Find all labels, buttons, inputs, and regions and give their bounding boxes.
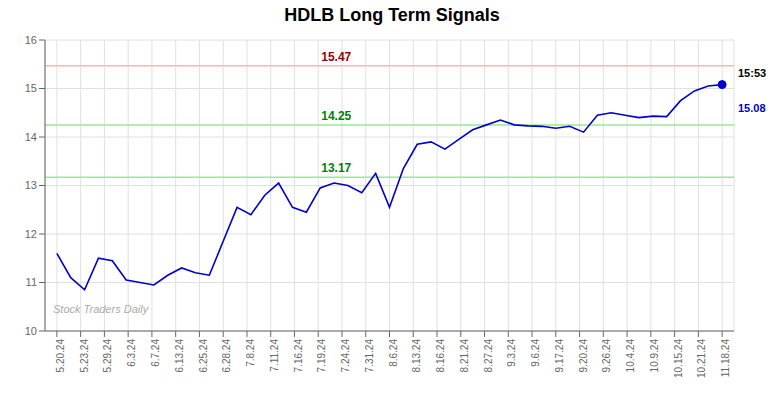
svg-text:15.47: 15.47: [321, 50, 351, 64]
svg-text:10.9.24: 10.9.24: [649, 339, 660, 373]
svg-text:10.15.24: 10.15.24: [673, 339, 684, 378]
svg-text:6.25.24: 6.25.24: [198, 339, 209, 373]
svg-text:9.20.24: 9.20.24: [578, 339, 589, 373]
svg-text:9.17.24: 9.17.24: [554, 339, 565, 373]
svg-text:12: 12: [25, 228, 37, 240]
svg-text:6.28.24: 6.28.24: [221, 339, 232, 373]
svg-text:13.17: 13.17: [321, 161, 351, 175]
svg-text:7.19.24: 7.19.24: [316, 339, 327, 373]
svg-text:16: 16: [25, 34, 37, 46]
svg-text:15: 15: [25, 82, 37, 94]
svg-text:10.21.24: 10.21.24: [696, 339, 707, 378]
svg-text:11.18.24: 11.18.24: [720, 339, 731, 378]
svg-text:10.4.24: 10.4.24: [625, 339, 636, 373]
svg-text:10: 10: [25, 325, 37, 337]
html-text:15:53: 15:53: [738, 66, 767, 79]
svg-text:5.20.24: 5.20.24: [55, 339, 66, 373]
html-text:HDLB Long Term Signals: HDLB Long Term Signals: [284, 5, 500, 25]
html-text:15.08: 15.08: [738, 101, 766, 114]
svg-text:8.6.24: 8.6.24: [388, 339, 399, 367]
svg-text:11: 11: [26, 276, 37, 288]
svg-text:5.29.24: 5.29.24: [102, 339, 113, 373]
svg-text:13: 13: [25, 179, 37, 191]
svg-text:7.31.24: 7.31.24: [364, 339, 375, 373]
svg-text:5.23.24: 5.23.24: [79, 339, 90, 373]
svg-text:8.21.24: 8.21.24: [459, 339, 470, 373]
svg-text:6.7.24: 6.7.24: [150, 339, 161, 367]
svg-text:9.6.24: 9.6.24: [530, 339, 541, 367]
svg-text:7.8.24: 7.8.24: [245, 339, 256, 367]
svg-text:7.11.24: 7.11.24: [269, 339, 280, 372]
svg-text:8.13.24: 8.13.24: [411, 339, 422, 373]
svg-text:7.24.24: 7.24.24: [340, 339, 351, 373]
svg-text:7.16.24: 7.16.24: [293, 339, 304, 373]
svg-text:6.13.24: 6.13.24: [174, 339, 185, 373]
svg-text:6.3.24: 6.3.24: [126, 339, 137, 367]
svg-text:9.3.24: 9.3.24: [506, 339, 517, 367]
svg-text:14: 14: [25, 131, 37, 143]
svg-text:14.25: 14.25: [321, 109, 351, 123]
svg-text:9.26.24: 9.26.24: [601, 339, 612, 373]
html-text:Stock Traders Daily: Stock Traders Daily: [53, 303, 149, 315]
svg-text:8.27.24: 8.27.24: [483, 339, 494, 373]
svg-text:8.16.24: 8.16.24: [435, 339, 446, 373]
